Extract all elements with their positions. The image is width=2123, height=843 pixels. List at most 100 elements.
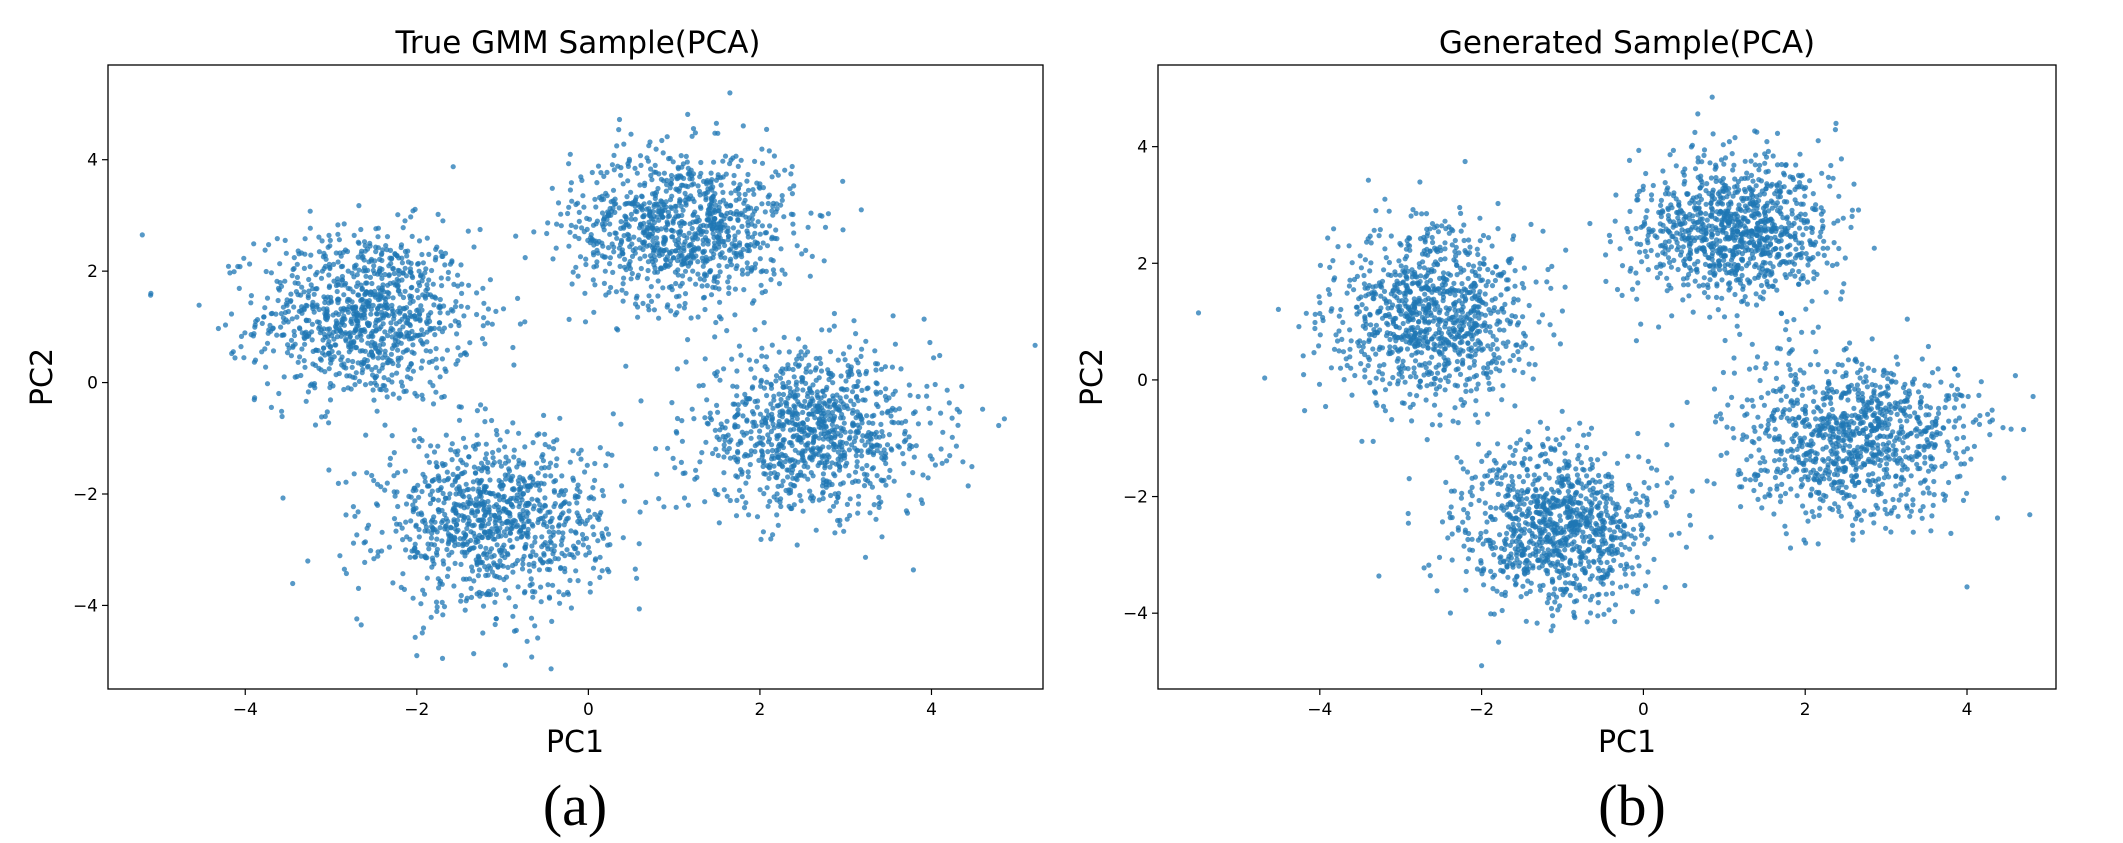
scatter-point (724, 493, 730, 499)
scatter-point (611, 152, 617, 158)
scatter-point (1522, 342, 1529, 348)
scatter-point (423, 266, 429, 272)
scatter-point (1547, 322, 1553, 328)
scatter-point (1363, 321, 1369, 327)
scatter-point (431, 449, 438, 455)
scatter-point (747, 461, 753, 468)
scatter-point (1466, 262, 1472, 268)
scatter-point (1505, 286, 1511, 292)
scatter-point (424, 282, 430, 288)
scatter-point (450, 308, 456, 314)
scatter-point (343, 570, 349, 577)
scatter-point (424, 575, 430, 581)
scatter-point (501, 576, 507, 583)
scatter-point (736, 212, 743, 218)
scatter-point (465, 486, 472, 492)
scatter-point (774, 201, 780, 207)
scatter-point (480, 630, 486, 636)
scatter-point (708, 292, 715, 298)
scatter-point (808, 210, 814, 216)
scatter-point (624, 194, 630, 200)
scatter-point (363, 298, 369, 304)
scatter-point (907, 392, 913, 398)
scatter-point (774, 236, 780, 242)
scatter-point (699, 450, 705, 456)
scatter-point (1328, 365, 1334, 371)
scatter-point (1458, 289, 1465, 295)
scatter-point (303, 398, 309, 404)
scatter-point (607, 221, 613, 227)
scatter-point (698, 223, 704, 229)
scatter-point (836, 467, 843, 473)
scatter-point (1353, 304, 1359, 310)
scatter-point (680, 207, 686, 213)
scatter-point (1361, 272, 1367, 279)
scatter-point (610, 269, 616, 275)
scatter-point (744, 430, 750, 436)
scatter-point (367, 243, 373, 249)
scatter-point (354, 312, 360, 318)
scatter-point (369, 280, 375, 287)
scatter-point (575, 539, 582, 545)
scatter-point (658, 176, 665, 182)
scatter-point (358, 298, 364, 304)
scatter-point (231, 269, 237, 275)
scatter-point (846, 344, 853, 350)
scatter-point (1357, 253, 1363, 259)
scatter-point (225, 263, 232, 269)
scatter-point (443, 432, 449, 438)
scatter-point (238, 344, 244, 350)
scatter-point (379, 275, 385, 281)
scatter-point (1370, 295, 1376, 302)
scatter-point (264, 295, 271, 301)
scatter-point (492, 513, 498, 519)
scatter-point (368, 330, 374, 336)
scatter-point (528, 576, 534, 582)
scatter-point (870, 465, 877, 471)
scatter-point (852, 469, 859, 475)
scatter-point (769, 415, 775, 421)
scatter-point (373, 226, 379, 232)
scatter-point (726, 445, 732, 452)
scatter-point (533, 552, 539, 558)
scatter-point (278, 311, 284, 317)
scatter-point (674, 366, 681, 372)
scatter-point (1500, 383, 1506, 389)
scatter-point (505, 458, 512, 464)
scatter-point (1407, 374, 1414, 380)
scatter-point (1404, 253, 1410, 259)
scatter-point (433, 460, 439, 466)
scatter-point (428, 535, 434, 541)
scatter-point (1337, 365, 1344, 371)
scatter-point (679, 182, 685, 188)
scatter-point (1317, 300, 1323, 306)
scatter-point (341, 364, 347, 370)
scatter-point (1482, 312, 1488, 318)
scatter-point (700, 250, 706, 256)
scatter-point (1421, 265, 1427, 271)
scatter-point (489, 321, 495, 327)
scatter-point (1365, 177, 1371, 183)
scatter-point (1469, 268, 1475, 274)
scatter-point (741, 453, 748, 459)
scatter-point (748, 205, 754, 211)
scatter-point (1386, 311, 1392, 317)
scatter-point (777, 375, 784, 381)
scatter-point (499, 552, 505, 559)
scatter-point (1488, 346, 1494, 352)
scatter-point (896, 406, 903, 412)
scatter-point (705, 212, 711, 218)
scatter-point (733, 265, 739, 272)
scatter-point (687, 169, 693, 175)
scatter-points (139, 90, 1038, 672)
scatter-point (471, 464, 477, 470)
scatter-point (758, 282, 764, 288)
scatter-point (534, 432, 540, 438)
scatter-point (896, 444, 902, 450)
scatter-point (791, 502, 797, 508)
scatter-point (1444, 289, 1450, 295)
scatter-point (702, 306, 708, 313)
scatter-point (439, 283, 445, 289)
scatter-point (426, 251, 432, 257)
scatter-point (1471, 362, 1477, 368)
